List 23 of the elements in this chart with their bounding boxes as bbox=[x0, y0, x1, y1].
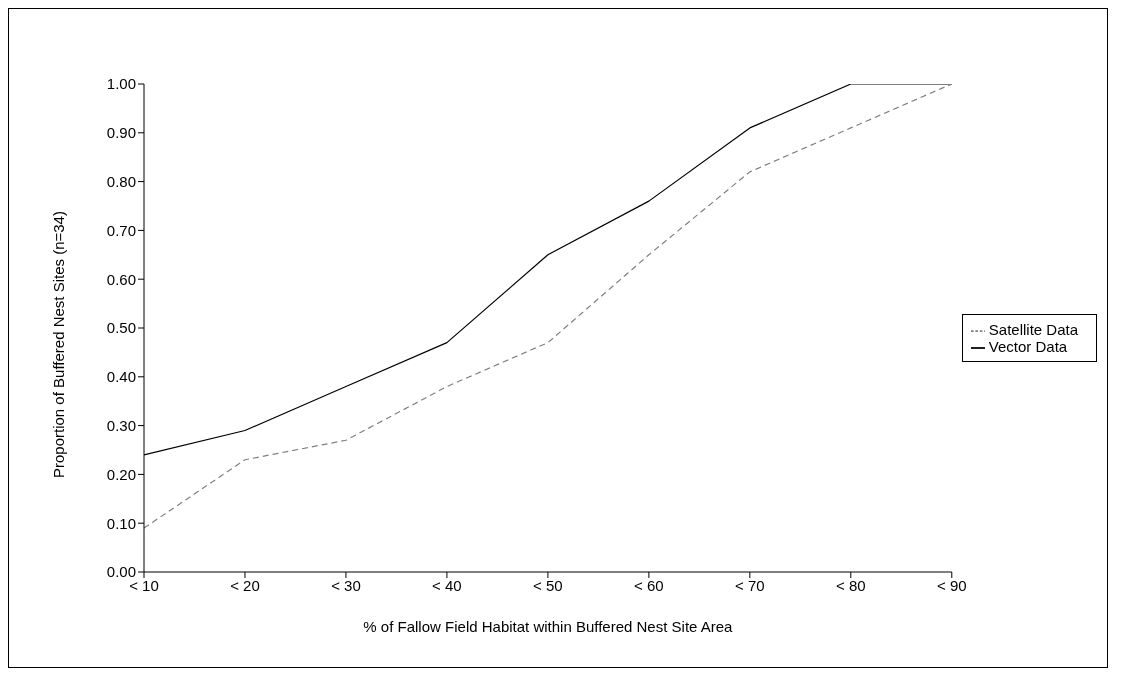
y-tick-label: 0.40 bbox=[106, 368, 136, 386]
y-tick-label: 0.20 bbox=[106, 465, 136, 483]
y-tick-label: 0.60 bbox=[106, 270, 136, 288]
x-tick-label: < 20 bbox=[230, 576, 260, 594]
legend-label: Vector Data bbox=[988, 338, 1068, 355]
x-tick-label: < 90 bbox=[936, 576, 967, 594]
x-tick-label: < 40 bbox=[432, 576, 462, 594]
y-tick-label: 0.80 bbox=[106, 172, 136, 190]
legend-label: Satellite Data bbox=[988, 320, 1078, 338]
y-tick-label: 0.90 bbox=[106, 124, 136, 142]
x-tick-label: < 50 bbox=[533, 576, 563, 594]
y-axis-title: Proportion of Buffered Nest Sites (n=34) bbox=[50, 211, 68, 478]
x-tick-label: < 30 bbox=[331, 576, 361, 594]
y-tick-label: 1.00 bbox=[106, 75, 136, 93]
y-tick-label: 0.10 bbox=[106, 514, 136, 532]
x-tick-label: < 80 bbox=[836, 576, 866, 594]
x-tick-label: < 70 bbox=[735, 576, 765, 594]
x-tick-label: < 60 bbox=[634, 576, 664, 594]
y-tick-label: 0.50 bbox=[106, 319, 136, 337]
y-tick-label: 0.70 bbox=[106, 221, 136, 239]
y-tick-label: 0.30 bbox=[106, 416, 136, 434]
x-axis-title: % of Fallow Field Habitat within Buffered Nest Site Area bbox=[363, 618, 734, 635]
line-series bbox=[143, 84, 953, 529]
